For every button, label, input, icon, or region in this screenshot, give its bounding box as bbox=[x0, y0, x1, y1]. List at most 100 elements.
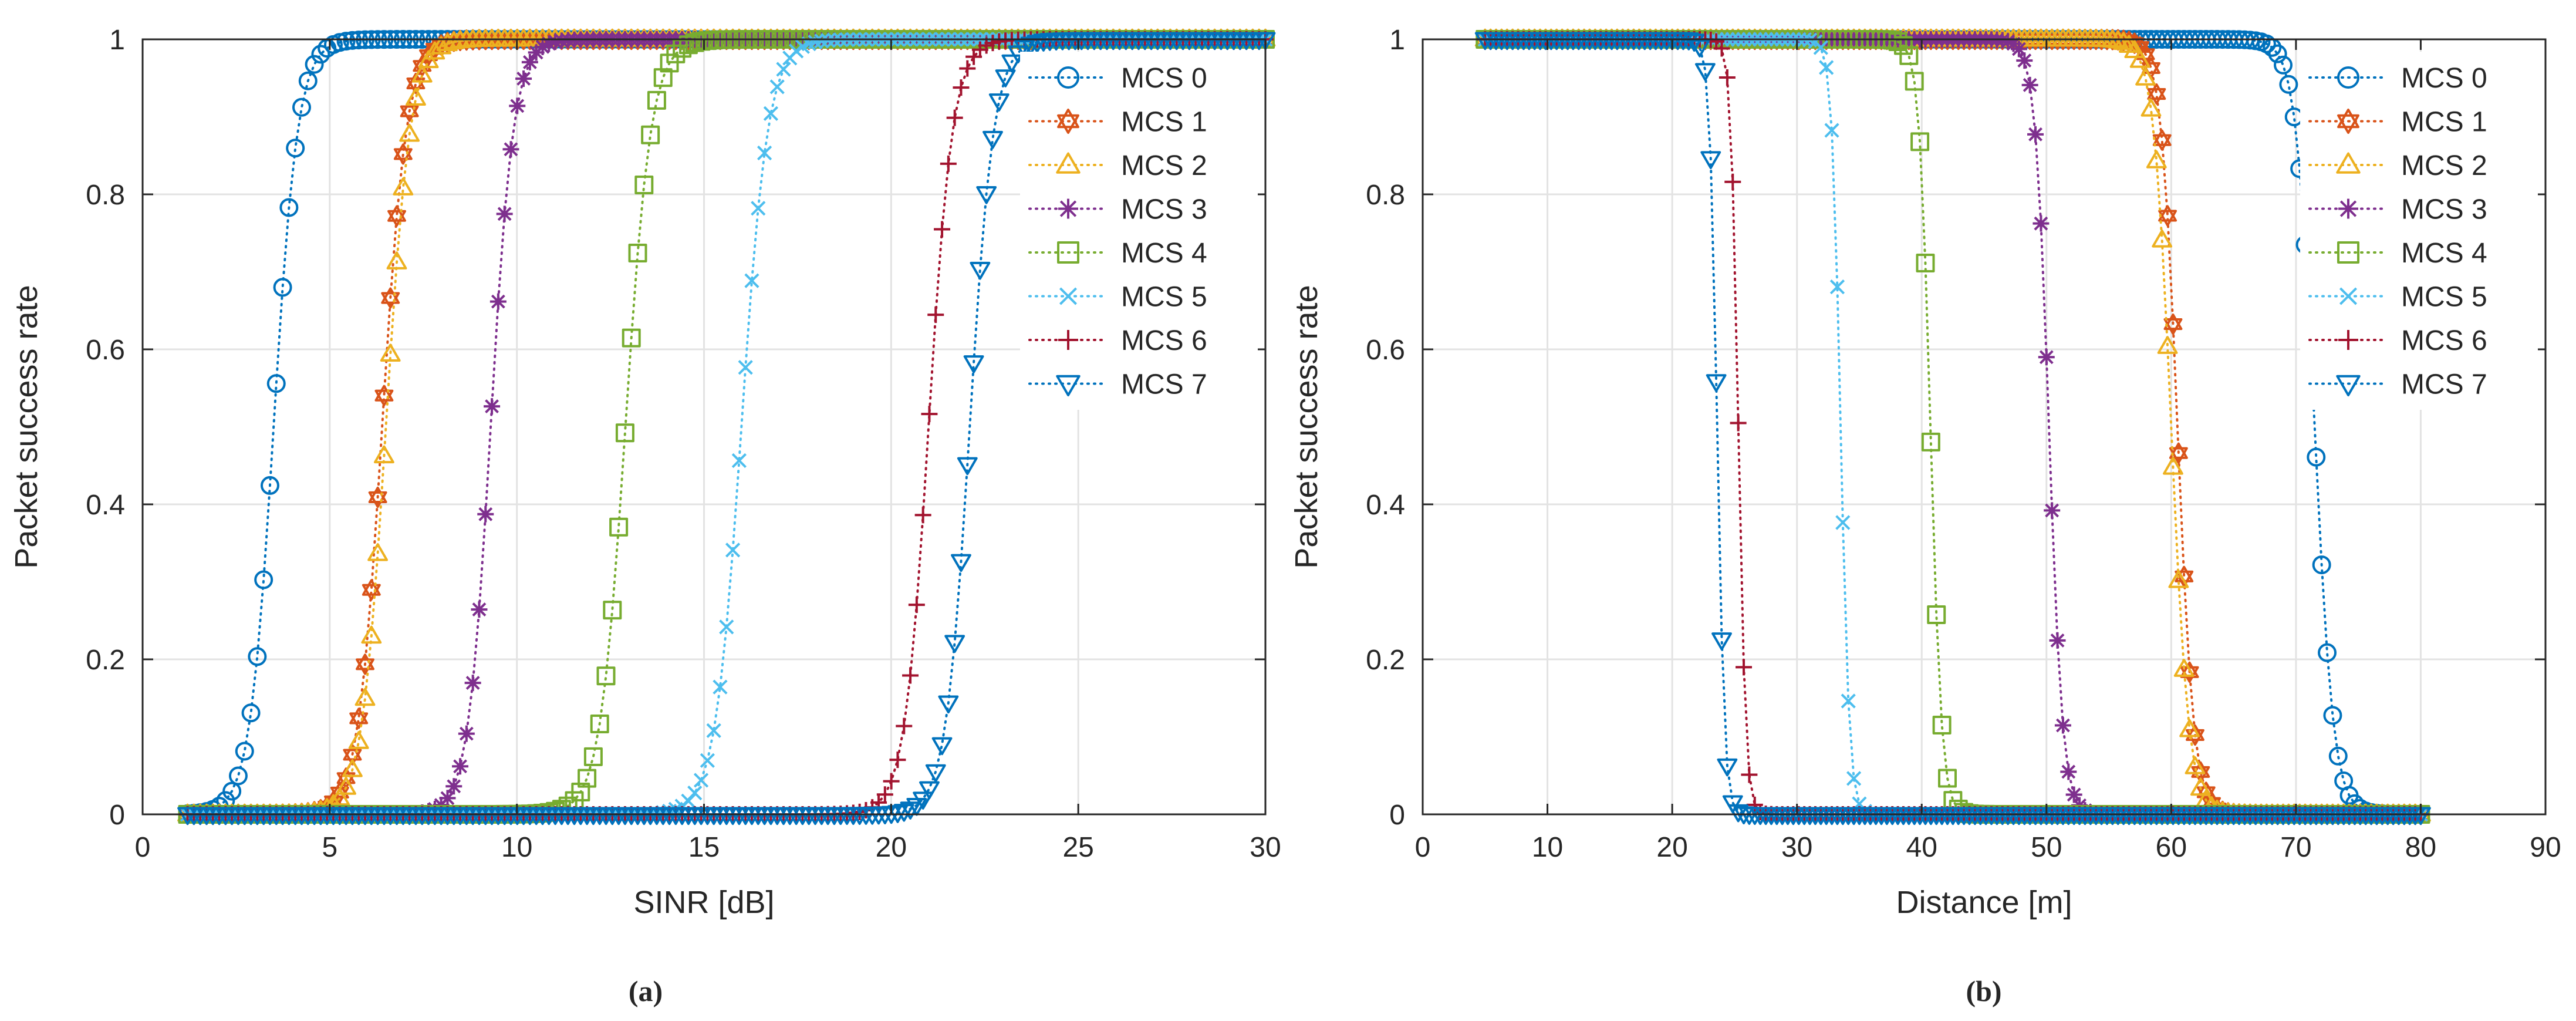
data-point bbox=[534, 38, 551, 55]
data-point bbox=[685, 33, 704, 52]
x-tick-label: 80 bbox=[2405, 832, 2436, 863]
legend: MCS 0 MCS 1 MCS 2 MCS 3 MCS 4 MCS 5 MCS 6 MCS 7 bbox=[2300, 52, 2538, 410]
x-tick-label: 20 bbox=[1656, 832, 1687, 863]
data-point bbox=[260, 476, 279, 495]
data-point bbox=[976, 186, 997, 204]
data-point bbox=[1921, 432, 1940, 451]
data-point bbox=[349, 707, 369, 725]
data-point bbox=[2337, 108, 2359, 129]
data-point bbox=[706, 723, 721, 739]
data-point bbox=[2312, 555, 2331, 575]
data-point bbox=[437, 33, 458, 52]
data-point bbox=[927, 306, 944, 324]
data-point bbox=[814, 33, 829, 49]
y-tick-label: 0 bbox=[1389, 800, 1405, 831]
data-point bbox=[439, 790, 456, 807]
data-point bbox=[959, 60, 976, 77]
data-point bbox=[286, 139, 305, 158]
data-point bbox=[336, 32, 356, 51]
data-point bbox=[305, 55, 324, 74]
data-point bbox=[2152, 134, 2172, 151]
data-point bbox=[2169, 447, 2188, 464]
data-point bbox=[953, 79, 970, 96]
data-point bbox=[1899, 46, 1919, 65]
data-point bbox=[820, 33, 836, 48]
data-point bbox=[2337, 66, 2359, 89]
legend-label: MCS 2 bbox=[2401, 150, 2487, 181]
data-point bbox=[700, 753, 715, 768]
data-point bbox=[725, 542, 741, 558]
data-point bbox=[763, 106, 778, 122]
data-point bbox=[883, 773, 900, 790]
data-point bbox=[515, 70, 532, 87]
legend: MCS 0 MCS 1 MCS 2 MCS 3 MCS 4 MCS 5 MCS 6 MCS 7 bbox=[1020, 52, 1258, 410]
data-point bbox=[2152, 229, 2173, 248]
y-tick-label: 1 bbox=[1389, 25, 1405, 56]
data-point bbox=[2186, 724, 2204, 742]
data-point bbox=[464, 675, 481, 692]
data-point bbox=[1916, 254, 1935, 273]
data-point bbox=[2113, 32, 2134, 50]
data-point bbox=[893, 804, 914, 822]
data-point bbox=[921, 406, 938, 423]
data-point bbox=[934, 221, 951, 238]
data-point bbox=[1717, 758, 1738, 777]
data-point bbox=[919, 781, 940, 800]
data-point bbox=[931, 737, 953, 756]
x-tick-label: 20 bbox=[876, 832, 907, 863]
data-point bbox=[1020, 36, 1041, 55]
data-point bbox=[2279, 75, 2298, 94]
data-point bbox=[2339, 287, 2358, 305]
legend-label: MCS 3 bbox=[2401, 194, 2487, 225]
legend-label: MCS 4 bbox=[1121, 238, 1207, 269]
data-point bbox=[681, 793, 696, 808]
data-point bbox=[687, 785, 703, 801]
data-point bbox=[1722, 795, 1743, 814]
axes-box bbox=[1422, 38, 2547, 816]
y-tick-label: 0.4 bbox=[1366, 490, 1405, 521]
x-tick-label: 25 bbox=[1062, 832, 1093, 863]
data-point bbox=[1057, 108, 1079, 129]
data-point bbox=[2146, 150, 2167, 169]
data-point bbox=[1056, 375, 1081, 397]
data-point bbox=[2196, 781, 2216, 798]
data-point bbox=[330, 781, 349, 798]
legend-label: MCS 5 bbox=[1121, 282, 1207, 313]
data-point bbox=[578, 769, 597, 788]
data-point bbox=[406, 87, 426, 106]
y-tick-label: 0 bbox=[109, 800, 125, 831]
data-point bbox=[2169, 442, 2188, 459]
data-point bbox=[1684, 33, 1705, 52]
data-point bbox=[1824, 123, 1839, 138]
data-point bbox=[2336, 375, 2361, 397]
data-point bbox=[876, 786, 893, 803]
data-point bbox=[1841, 693, 1856, 709]
data-point bbox=[235, 742, 254, 761]
data-point bbox=[355, 688, 376, 706]
x-tick-label: 10 bbox=[501, 832, 532, 863]
data-point bbox=[489, 293, 507, 310]
data-point bbox=[228, 766, 248, 786]
data-point bbox=[744, 273, 759, 288]
x-tick-label: 60 bbox=[2156, 832, 2187, 863]
data-point bbox=[1893, 36, 1913, 55]
data-point bbox=[2124, 40, 2145, 58]
data-point bbox=[496, 205, 513, 223]
x-axis-label: SINR [dB] bbox=[633, 885, 774, 920]
data-point bbox=[2307, 447, 2326, 467]
data-point bbox=[2336, 152, 2361, 174]
data-point bbox=[2147, 83, 2166, 100]
x-tick-label: 0 bbox=[135, 832, 151, 863]
data-point bbox=[343, 31, 362, 50]
data-point bbox=[751, 201, 766, 216]
data-point bbox=[2175, 570, 2194, 587]
data-point bbox=[1057, 114, 1079, 134]
data-point bbox=[925, 764, 946, 783]
data-point bbox=[653, 68, 673, 87]
data-point bbox=[471, 601, 488, 618]
data-point bbox=[445, 778, 462, 795]
x-tick-label: 15 bbox=[688, 832, 720, 863]
data-point bbox=[1905, 72, 1924, 91]
data-point bbox=[1910, 132, 1930, 151]
